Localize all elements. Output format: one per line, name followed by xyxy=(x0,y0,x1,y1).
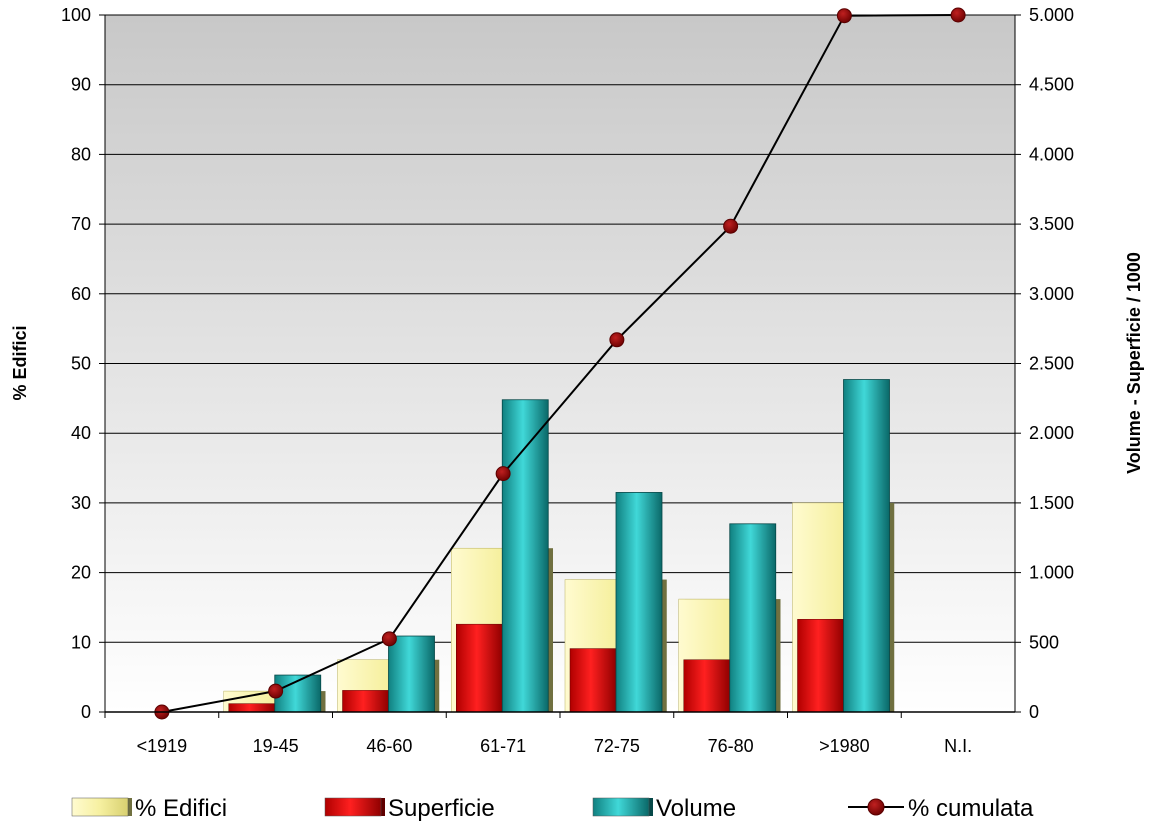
bar-superficie xyxy=(569,648,617,713)
cumulative-point xyxy=(381,631,397,647)
y-tick-label: 10 xyxy=(71,632,91,652)
legend-label: % cumulata xyxy=(908,795,1034,822)
y-tick-label: 100 xyxy=(61,5,91,25)
x-tick-label: 76-80 xyxy=(708,736,754,756)
y-tick-label: 30 xyxy=(71,493,91,513)
x-tick-label: 19-45 xyxy=(253,736,299,756)
legend: % Edifici Superficie Volume % cumulata xyxy=(71,795,1034,822)
y2-tick-label: 1.500 xyxy=(1029,493,1074,513)
cumulative-point xyxy=(609,332,625,348)
legend-label: Superficie xyxy=(388,795,495,822)
bar-volume xyxy=(729,523,777,713)
y2-tick-label: 4.500 xyxy=(1029,75,1074,95)
bar-superficie xyxy=(797,619,844,713)
cumulative-point xyxy=(950,7,966,23)
y-tick-label: 90 xyxy=(71,75,91,95)
y2-tick-label: 0 xyxy=(1029,702,1039,722)
y-tick-label: 20 xyxy=(71,563,91,583)
legend-swatch xyxy=(71,797,129,817)
y-axis-title: % Edifici xyxy=(10,325,30,400)
y2-tick-label: 3.500 xyxy=(1029,214,1074,234)
bar-superficie xyxy=(342,690,389,713)
legend-swatch xyxy=(324,797,382,817)
legend-label: Volume xyxy=(656,795,736,822)
y-tick-label: 80 xyxy=(71,144,91,164)
bar-volume xyxy=(388,635,435,713)
x-tick-label: 46-60 xyxy=(366,736,412,756)
cumulative-series-line xyxy=(161,14,959,713)
y2-tick-label: 1.000 xyxy=(1029,563,1074,583)
y2-tick-label: 3.000 xyxy=(1029,284,1074,304)
cumulative-point xyxy=(723,218,739,234)
cumulative-point xyxy=(836,8,852,24)
y2-tick-label: 500 xyxy=(1029,632,1059,652)
y-tick-label: 0 xyxy=(81,702,91,722)
x-tick-label: >1980 xyxy=(819,736,870,756)
y-tick-label: 50 xyxy=(71,354,91,374)
y2-tick-label: 2.000 xyxy=(1029,423,1074,443)
legend-marker xyxy=(867,798,885,816)
bar-volume xyxy=(501,399,549,713)
y-tick-label: 60 xyxy=(71,284,91,304)
y2-tick-label: 5.000 xyxy=(1029,5,1074,25)
bar-volume xyxy=(615,492,663,713)
cumulative-point xyxy=(268,683,284,699)
cumulative-point xyxy=(495,466,511,482)
y-tick-label: 40 xyxy=(71,423,91,443)
x-tick-label: N.I. xyxy=(944,736,972,756)
bar-volume xyxy=(843,379,890,713)
x-tick-label: 72-75 xyxy=(594,736,640,756)
tick-labels: 0 10 20 30 40 50 60 70 80 90 100 0 500 1.000 1.500 2.00… xyxy=(61,5,1074,756)
bar-superficie xyxy=(683,659,730,713)
axes xyxy=(104,15,1016,713)
bar-superficie xyxy=(228,703,275,713)
y2-tick-label: 4.000 xyxy=(1029,144,1074,164)
y2-tick-label: 2.500 xyxy=(1029,354,1074,374)
x-tick-label: 61-71 xyxy=(480,736,526,756)
y2-axis-title: Volume - Superficie / 1000 xyxy=(1124,252,1144,474)
y-tick-label: 70 xyxy=(71,214,91,234)
legend-label: % Edifici xyxy=(135,795,227,822)
bar-superficie xyxy=(456,623,503,713)
legend-swatch xyxy=(592,797,650,817)
bars xyxy=(223,379,895,713)
x-tick-label: <1919 xyxy=(137,736,188,756)
